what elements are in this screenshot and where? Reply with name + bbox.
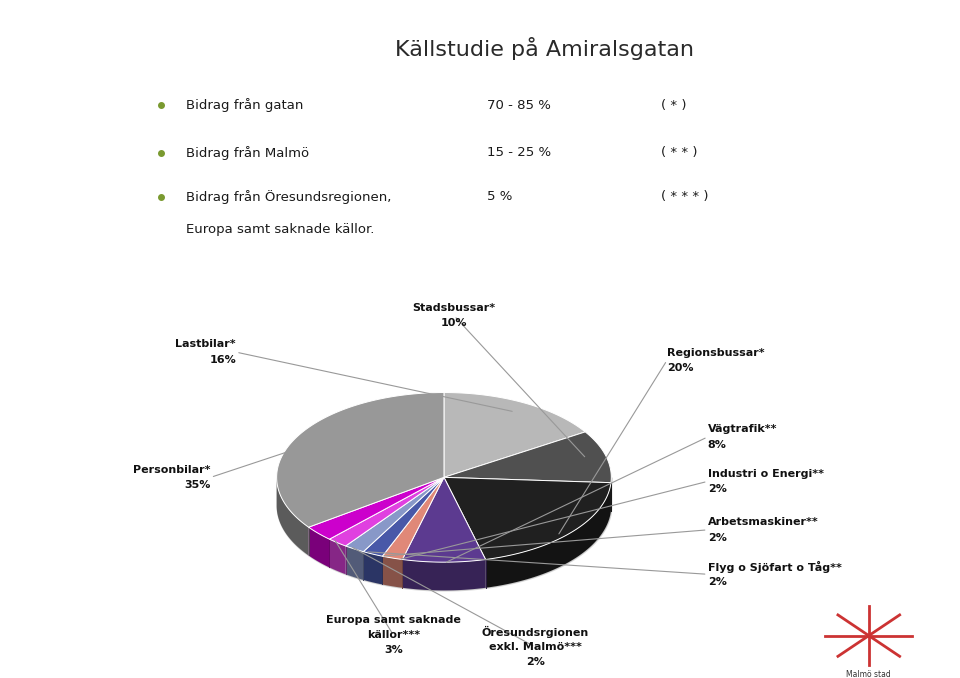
Text: Personbilar*: Personbilar* (133, 464, 211, 475)
Polygon shape (346, 477, 444, 552)
Polygon shape (402, 559, 486, 591)
Text: Källstudie på Amiralsgatan: Källstudie på Amiralsgatan (396, 37, 694, 60)
Text: 70 - 85 %: 70 - 85 % (487, 98, 550, 112)
Text: ( * ): ( * ) (661, 98, 686, 112)
Text: Öresundsrgionen: Öresundsrgionen (482, 626, 588, 638)
Text: 35%: 35% (184, 480, 211, 490)
Polygon shape (444, 477, 611, 559)
Polygon shape (308, 477, 444, 539)
Text: Industri o Energi**: Industri o Energi** (708, 468, 824, 479)
Polygon shape (402, 477, 486, 562)
Text: källor***: källor*** (367, 630, 420, 640)
Polygon shape (346, 546, 363, 580)
Polygon shape (276, 393, 444, 527)
Text: 2%: 2% (708, 484, 727, 494)
Polygon shape (382, 477, 444, 559)
Text: 5 %: 5 % (487, 190, 512, 203)
Polygon shape (329, 477, 444, 546)
Text: Europa samt saknade källor.: Europa samt saknade källor. (186, 222, 374, 236)
Text: 20%: 20% (667, 363, 693, 373)
Text: exkl. Malmö***: exkl. Malmö*** (489, 642, 582, 652)
Text: 15 - 25 %: 15 - 25 % (487, 146, 551, 159)
Text: 2%: 2% (708, 577, 727, 587)
Text: Bidrag från Öresundsregionen,: Bidrag från Öresundsregionen, (186, 190, 392, 203)
Polygon shape (444, 393, 586, 477)
Text: Malmö stad: Malmö stad (847, 670, 891, 678)
Polygon shape (486, 483, 611, 588)
Text: Bidrag från gatan: Bidrag från gatan (186, 98, 303, 112)
Text: Vägtrafik**: Vägtrafik** (708, 424, 778, 435)
Polygon shape (329, 539, 346, 574)
Text: 3%: 3% (384, 645, 402, 655)
Text: Stadsbussar*: Stadsbussar* (413, 303, 495, 313)
Polygon shape (308, 527, 329, 567)
Text: Arbetsmaskiner**: Arbetsmaskiner** (708, 517, 818, 527)
Text: ( * * * ): ( * * * ) (661, 190, 708, 203)
Polygon shape (444, 432, 612, 483)
Text: Flyg o Sjöfart o Tåg**: Flyg o Sjöfart o Tåg** (708, 561, 842, 573)
Polygon shape (276, 479, 308, 555)
Text: 8%: 8% (708, 439, 727, 450)
Text: 2%: 2% (708, 532, 727, 542)
Text: 2%: 2% (526, 658, 544, 667)
Text: Europa samt saknade: Europa samt saknade (325, 614, 461, 624)
Text: Lastbilar*: Lastbilar* (176, 340, 236, 349)
Polygon shape (382, 556, 402, 588)
Text: 16%: 16% (209, 355, 236, 365)
Polygon shape (363, 477, 444, 556)
Text: ( * * ): ( * * ) (661, 146, 698, 159)
Polygon shape (363, 552, 382, 584)
Text: 10%: 10% (441, 319, 468, 328)
Text: Bidrag från Malmö: Bidrag från Malmö (186, 146, 309, 159)
Text: Regionsbussar*: Regionsbussar* (667, 348, 765, 357)
